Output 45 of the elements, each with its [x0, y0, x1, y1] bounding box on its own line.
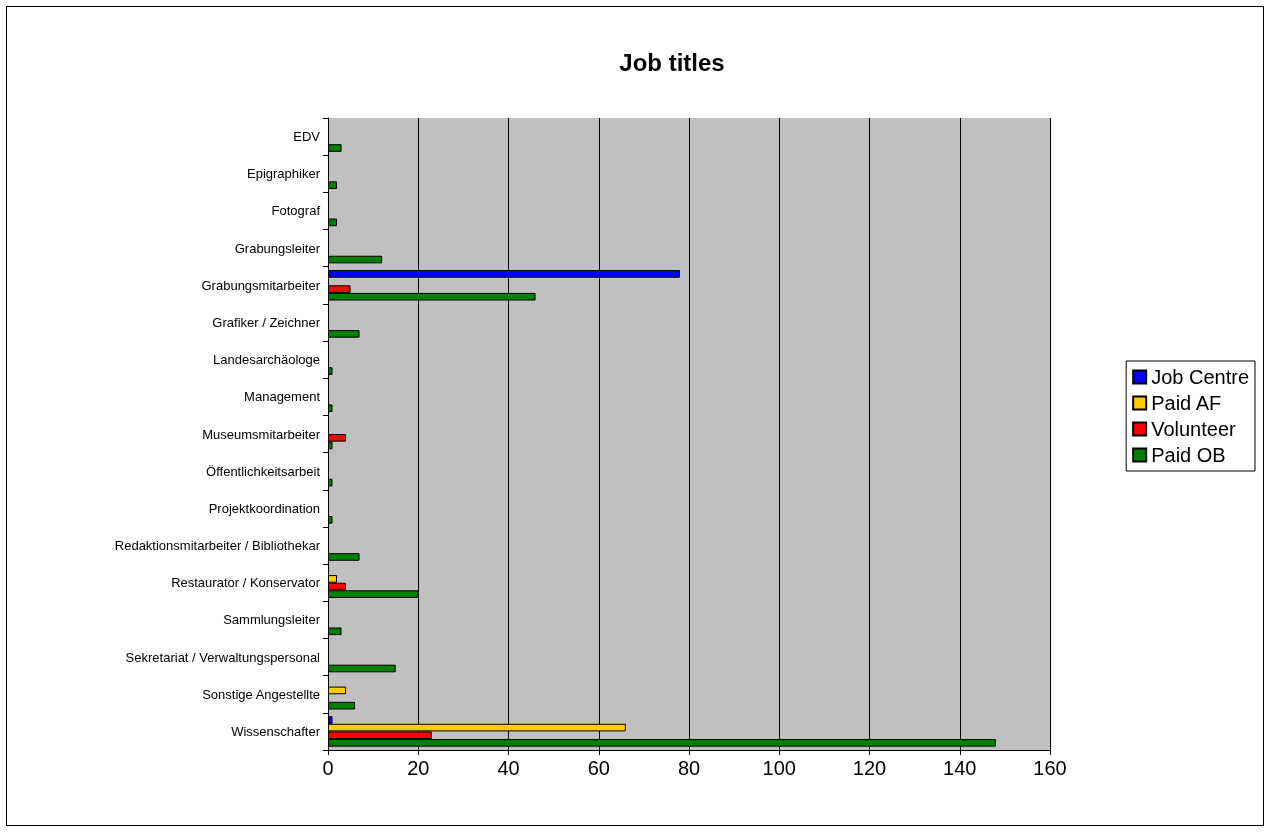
y-tick-label: Restaurator / Konservator — [171, 575, 321, 591]
x-tick-label: 100 — [762, 757, 796, 779]
y-tick-label: Sonstige Angestellte — [202, 686, 320, 702]
y-tick-label: Wissenschafter — [231, 723, 321, 739]
x-tick-label: 20 — [407, 757, 430, 779]
x-tick-label: 40 — [497, 757, 520, 779]
bar — [328, 664, 396, 673]
bar — [328, 553, 360, 561]
y-tick-label: Grabungsleiter — [234, 240, 321, 256]
x-tick-label: 80 — [677, 757, 701, 779]
y-tick-label: Grabungsmitarbeiter — [201, 277, 321, 293]
x-tick-label: 160 — [1033, 757, 1067, 779]
y-tick-label: Sammlungsleiter — [223, 612, 321, 628]
y-tick-label: Projektkoordination — [208, 500, 320, 516]
x-tick-label: 120 — [852, 757, 887, 779]
bar — [328, 367, 333, 375]
x-tick-label: 140 — [943, 757, 977, 779]
chart-title: Job titles — [619, 48, 725, 76]
y-tick-label: Öffentlichkeitsarbeit — [206, 463, 321, 479]
bar — [328, 515, 333, 524]
bar — [328, 181, 338, 190]
y-tick-label: Epigraphiker — [247, 166, 321, 182]
bar — [328, 701, 356, 710]
y-tick-label: Fotograf — [271, 203, 321, 219]
x-tick-label: 60 — [587, 757, 610, 779]
legend-label: Job Centre — [1151, 366, 1250, 388]
legend-label: Volunteer — [1151, 418, 1237, 440]
y-tick-label: Sekretariat / Verwaltungspersonal — [125, 649, 321, 665]
bar — [328, 255, 383, 264]
y-tick-label: Redaktionsmitarbeiter / Bibliothekar — [114, 538, 321, 554]
y-tick-label: Museumsmitarbeiter — [202, 426, 321, 442]
bar — [328, 218, 338, 227]
legend-label: Paid AF — [1151, 392, 1222, 414]
y-tick-label: Landesarchäologe — [213, 352, 320, 368]
bar — [328, 330, 360, 338]
y-tick-label: Management — [244, 389, 321, 405]
y-tick-label: Grafiker / Zeichner — [212, 314, 321, 330]
bar — [328, 627, 342, 636]
bar — [328, 478, 333, 487]
legend-label: Paid OB — [1151, 444, 1226, 466]
bar — [328, 404, 333, 413]
x-tick-label: 0 — [322, 757, 334, 779]
bar — [328, 144, 342, 152]
bar — [328, 686, 347, 695]
y-tick-label: EDV — [293, 129, 321, 145]
